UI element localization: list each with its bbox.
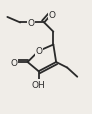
Text: O: O [35,47,42,56]
Text: O: O [28,19,35,28]
Text: O: O [48,11,55,19]
Text: OH: OH [32,80,46,89]
Text: O: O [10,58,17,67]
